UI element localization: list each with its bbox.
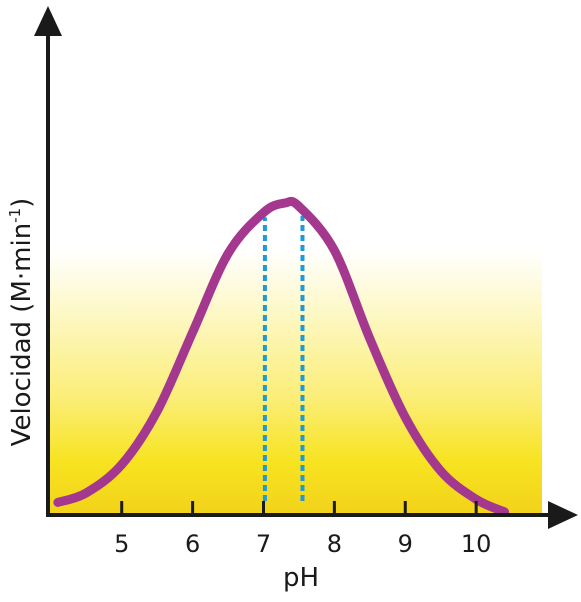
x-axis-label: pH <box>283 563 319 593</box>
axes <box>34 6 578 529</box>
y-axis-label-exponent: -1 <box>6 208 24 223</box>
yellow-background-band <box>48 250 542 515</box>
y-axis-label-main: Velocidad (M·min <box>7 223 37 447</box>
y-axis-label-close: ) <box>7 198 37 208</box>
velocity-curve <box>53 196 509 517</box>
curve-layer <box>53 196 509 517</box>
reference-lines <box>262 215 305 501</box>
x-tick-label: 9 <box>398 530 413 558</box>
x-tick-label: 8 <box>327 530 342 558</box>
x-tick-label: 7 <box>256 530 271 558</box>
x-axis-arrow-icon <box>548 501 578 529</box>
x-tick-label: 5 <box>114 530 129 558</box>
x-tick-label: 10 <box>461 530 492 558</box>
y-axis-arrow-icon <box>34 6 62 36</box>
y-axis-label: Velocidad (M·min-1) <box>6 198 37 447</box>
x-ticks: 5 6 7 8 9 10 <box>114 501 491 558</box>
x-tick-label: 6 <box>185 530 200 558</box>
